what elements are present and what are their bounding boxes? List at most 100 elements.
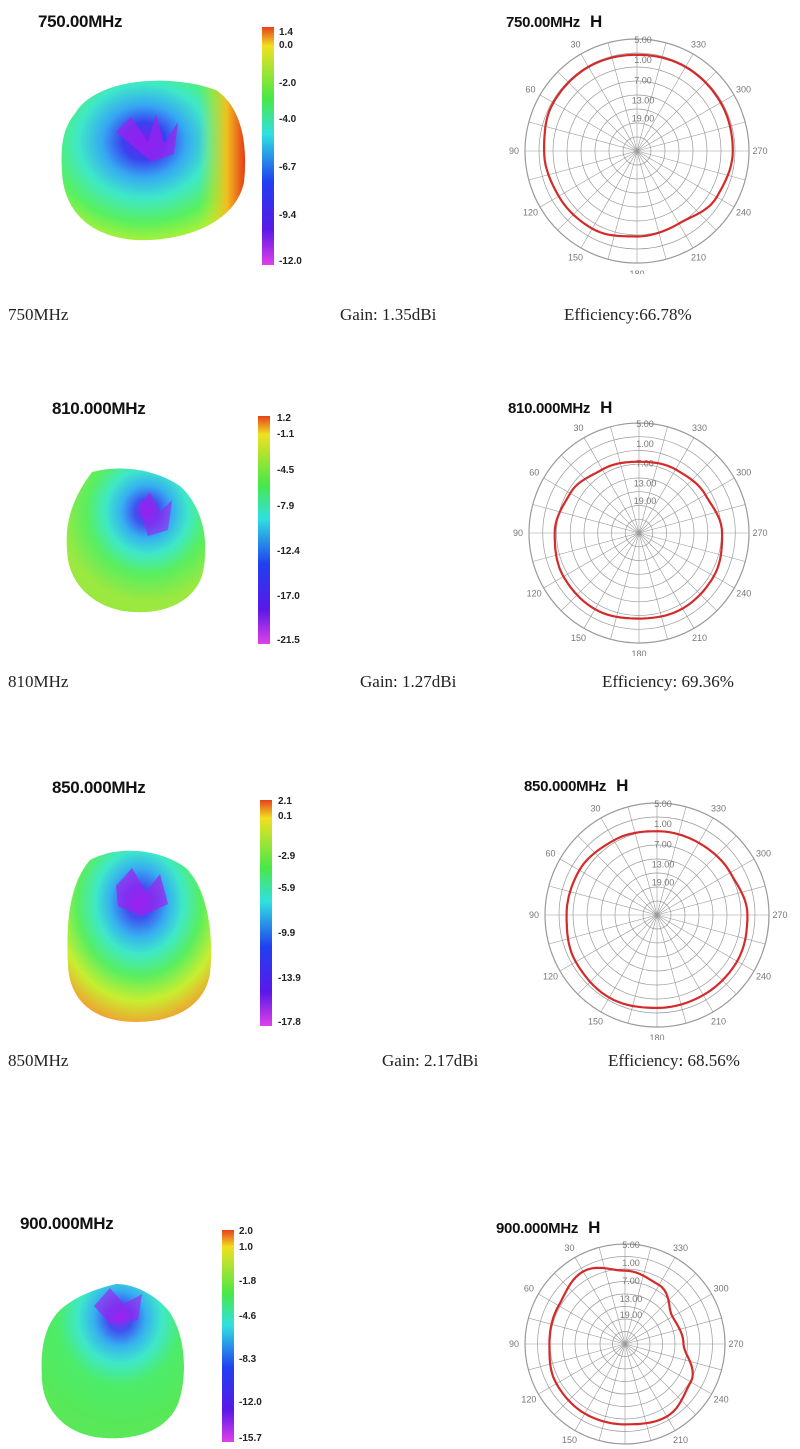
polar-spoke — [574, 1343, 626, 1431]
polar-angle-label: 180 — [629, 269, 644, 274]
polar-spoke — [557, 150, 638, 231]
polar-spoke — [560, 532, 640, 612]
polar-spoke — [638, 454, 718, 534]
polar-angle-label: 120 — [543, 972, 558, 982]
polar-spoke — [638, 532, 695, 629]
polar-plane-label: H — [588, 1218, 601, 1237]
colorbar-tick: 0.0 — [279, 40, 293, 51]
polar-spoke — [624, 1257, 676, 1345]
polar-angle-label: 150 — [588, 1017, 603, 1027]
pattern3d-image — [67, 850, 212, 1022]
polar-chart: 5.00 1.00 7.00 13.00 19.00 30 330 60 300 90 270 120… — [529, 799, 788, 1040]
polar-angle-label: 90 — [513, 528, 523, 538]
polar-radial-label: 13.00 — [652, 860, 675, 870]
polar-plane-label: H — [616, 776, 629, 795]
colorbar-tick: -12.4 — [277, 546, 300, 557]
polar-title-freq: 810.000MHz — [508, 400, 591, 417]
colorbar-tick: -6.7 — [279, 162, 297, 173]
caption-frequency: 810MHz — [8, 672, 69, 691]
caption-frequency: 750MHz — [8, 305, 69, 324]
polar-spoke — [624, 1343, 676, 1431]
pattern3d-title: 810.000MHz — [52, 399, 146, 418]
polar-spoke — [656, 817, 714, 916]
colorbar-tick: -4.0 — [279, 114, 297, 125]
pattern3d-image — [66, 468, 206, 613]
polar-title: 750.00MHz H — [506, 12, 602, 32]
colorbar-tick: -12.0 — [279, 256, 302, 267]
pattern3d-image — [41, 1284, 184, 1439]
polar-spoke — [560, 454, 640, 534]
polar-spoke — [624, 1343, 722, 1371]
polar-spoke — [538, 1343, 626, 1395]
polar-spoke — [656, 885, 766, 916]
polar-angle-label: 240 — [756, 972, 771, 982]
polar-angle-label: 90 — [509, 146, 519, 156]
colorbar-tick: 0.1 — [278, 811, 292, 822]
polar-grid — [524, 1243, 726, 1445]
colorbar-tick: 1.4 — [279, 27, 293, 38]
polar-spoke — [532, 504, 640, 534]
polar-spoke — [636, 53, 694, 152]
colorbar — [222, 1230, 234, 1442]
polar-spoke — [543, 477, 640, 534]
polar-angle-label: 90 — [529, 910, 539, 920]
polar-angle-label: 60 — [529, 468, 539, 478]
polar-angle-label: 210 — [692, 633, 707, 643]
polar-spoke — [638, 426, 668, 534]
polar-title: 810.000MHz H — [508, 398, 612, 418]
polar-angle-label: 270 — [752, 528, 767, 538]
colorbar-tick: -2.9 — [278, 851, 296, 862]
polar-spoke — [624, 1273, 696, 1345]
polar-spoke — [548, 885, 658, 916]
polar-spoke — [580, 53, 638, 152]
polar-angle-label: 330 — [691, 40, 706, 50]
polar-spoke — [636, 150, 717, 231]
pattern3d-title: 850.000MHz — [52, 778, 146, 797]
polar-spoke — [528, 150, 638, 181]
polar-chart: 5.00 1.00 7.00 13.00 19.00 30 330 60 300 90 270 120… — [509, 1240, 744, 1445]
polar-spoke — [528, 1317, 626, 1345]
polar-spoke — [638, 532, 735, 589]
polar-angle-label: 30 — [564, 1243, 574, 1253]
polar-spoke — [636, 150, 735, 208]
measurement-block-850: 850.000MHz 2.1 0.1 -2.9 -5.9 -9.9 -13.9 … — [8, 776, 788, 1070]
polar-spoke — [528, 1343, 626, 1371]
polar-spoke — [656, 835, 737, 916]
polar-angle-label: 180 — [649, 1033, 664, 1040]
polar-angle-label: 120 — [521, 1395, 536, 1405]
polar-angle-label: 330 — [692, 423, 707, 433]
polar-angle-label: 270 — [728, 1339, 743, 1349]
polar-angle-label: 210 — [691, 253, 706, 263]
polar-spoke — [636, 42, 667, 152]
polar-spoke — [624, 1247, 652, 1345]
polar-angle-label: 60 — [524, 1284, 534, 1294]
polar-radial-label: 1.00 — [636, 439, 654, 449]
polar-spoke — [577, 914, 658, 995]
polar-radial-label: 1.00 — [634, 55, 652, 65]
polar-spoke — [580, 150, 638, 249]
colorbar-tick: -13.9 — [278, 973, 301, 984]
polar-spoke — [539, 150, 638, 208]
pattern3d-image — [61, 80, 246, 241]
polar-spoke — [636, 150, 694, 249]
polar-radial-label: 19.00 — [620, 1310, 643, 1320]
polar-spoke — [577, 835, 658, 916]
polar-radial-label: 5.00 — [654, 799, 672, 809]
polar-spoke — [543, 532, 640, 589]
colorbar-tick: -7.9 — [277, 501, 295, 512]
polar-spoke — [554, 1273, 626, 1345]
polar-spoke — [532, 532, 640, 562]
polar-spoke — [624, 1293, 712, 1345]
colorbar-tick: -12.0 — [239, 1397, 262, 1408]
colorbar-tick: 2.0 — [239, 1226, 253, 1237]
pattern-curve — [553, 460, 724, 620]
pattern3d-title: 900.000MHz — [20, 1214, 114, 1233]
polar-title: 850.000MHz H — [524, 776, 628, 796]
polar-angle-label: 210 — [673, 1435, 688, 1445]
caption-gain: Gain: 1.27dBi — [360, 672, 457, 691]
polar-angle-label: 150 — [571, 633, 586, 643]
polar-spoke — [598, 1247, 626, 1345]
polar-spoke — [554, 1343, 626, 1415]
polar-radial-label: 7.00 — [634, 75, 652, 85]
